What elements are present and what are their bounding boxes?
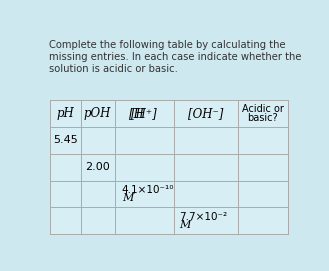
Text: solution is acidic or basic.: solution is acidic or basic. [49,64,178,74]
Text: missing entries. In each case indicate whether the: missing entries. In each case indicate w… [49,52,301,62]
Text: basic?: basic? [247,113,278,123]
Text: 7.7×10⁻²: 7.7×10⁻² [179,212,227,222]
Text: Complete the following table by calculating the: Complete the following table by calculat… [49,40,286,50]
Text: 2.00: 2.00 [85,162,110,172]
Text: [H⁺]: [H⁺] [131,107,157,120]
Text: [OH⁻]: [OH⁻] [188,107,223,120]
Text: Acidic or: Acidic or [241,104,284,114]
Text: pH: pH [56,107,74,120]
Text: 4.1×10⁻¹⁰: 4.1×10⁻¹⁰ [122,185,174,195]
Text: 5.45: 5.45 [53,136,78,146]
Text: [H: [H [129,107,144,120]
Text: M: M [179,220,190,230]
Text: pOH: pOH [84,107,111,120]
Text: M: M [122,193,133,203]
